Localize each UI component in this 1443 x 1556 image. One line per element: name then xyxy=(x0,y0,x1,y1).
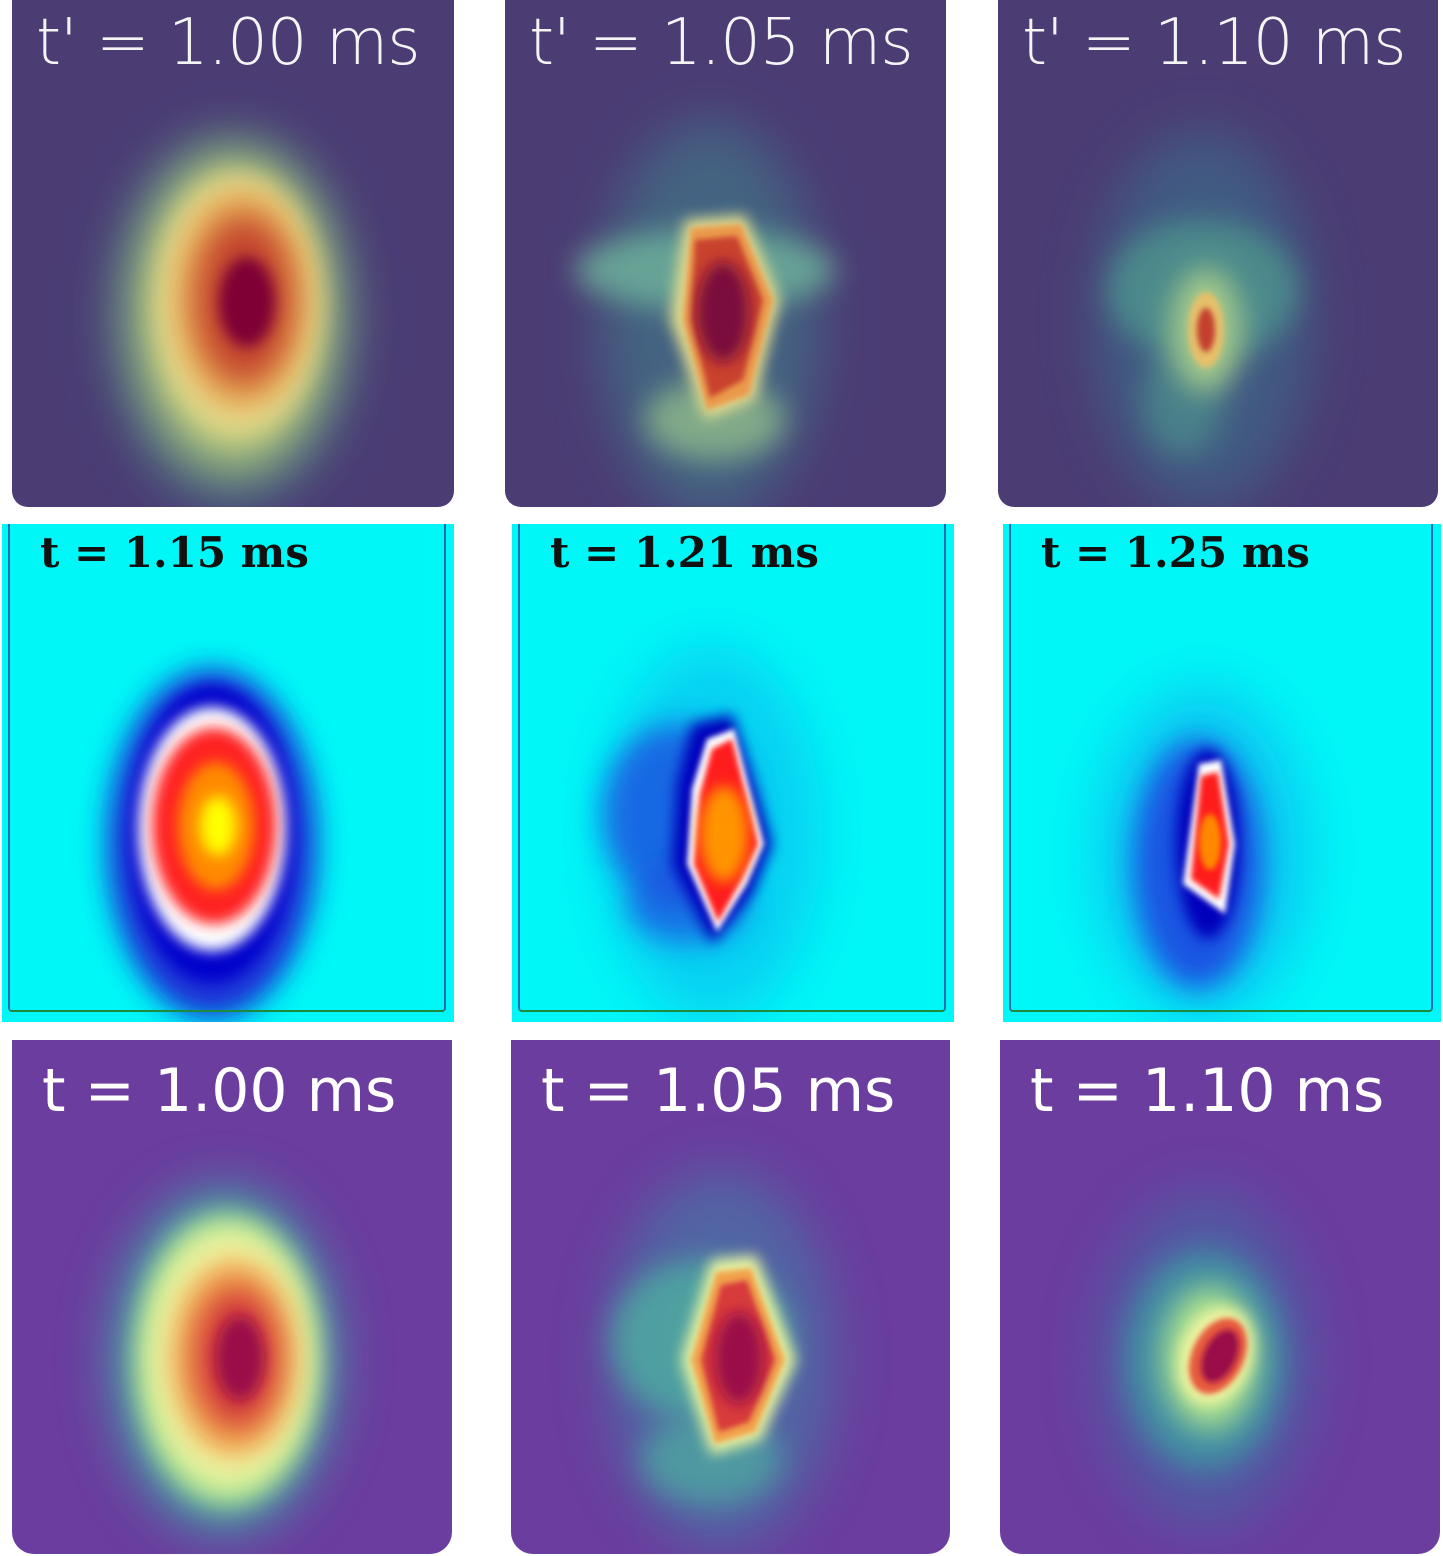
panel-label: t = 1.05 ms xyxy=(541,1056,896,1126)
panel-row3-col1: t = 1.00 ms xyxy=(12,1040,452,1554)
panel-row1-col1: t' = 1.00 ms xyxy=(12,0,454,507)
panel-label: t' = 1.10 ms xyxy=(1022,6,1407,80)
panel-row2-col1: t = 1.15 ms xyxy=(2,524,454,1022)
field-image xyxy=(1093,130,1313,507)
panel-row3-col3: t = 1.10 ms xyxy=(1000,1040,1440,1554)
field-image xyxy=(602,644,822,1022)
field-image xyxy=(1095,1190,1315,1530)
panel-label: t = 1.25 ms xyxy=(1041,528,1310,577)
field-image xyxy=(112,135,352,505)
plot-frame xyxy=(1009,524,1433,1012)
panel-row2-col3: t = 1.25 ms xyxy=(1003,524,1441,1022)
panel-label: t = 1.10 ms xyxy=(1030,1056,1385,1126)
field-image xyxy=(114,1190,334,1530)
panel-row1-col3: t' = 1.10 ms xyxy=(998,0,1438,507)
field-image xyxy=(575,120,835,507)
panel-label: t' = 1.00 ms xyxy=(36,6,421,80)
plot-frame xyxy=(518,524,946,1012)
panel-label: t = 1.15 ms xyxy=(40,528,309,577)
field-image xyxy=(1093,684,1313,1022)
panel-label: t = 1.21 ms xyxy=(550,528,819,577)
plot-frame xyxy=(8,524,446,1012)
panel-row1-col2: t' = 1.05 ms xyxy=(505,0,946,507)
panel-row2-col2: t = 1.21 ms xyxy=(512,524,954,1022)
panel-row3-col2: t = 1.05 ms xyxy=(511,1040,950,1554)
panel-label: t' = 1.05 ms xyxy=(529,6,914,80)
field-image xyxy=(107,669,317,1019)
field-image xyxy=(606,1170,836,1550)
panel-label: t = 1.00 ms xyxy=(42,1056,397,1126)
